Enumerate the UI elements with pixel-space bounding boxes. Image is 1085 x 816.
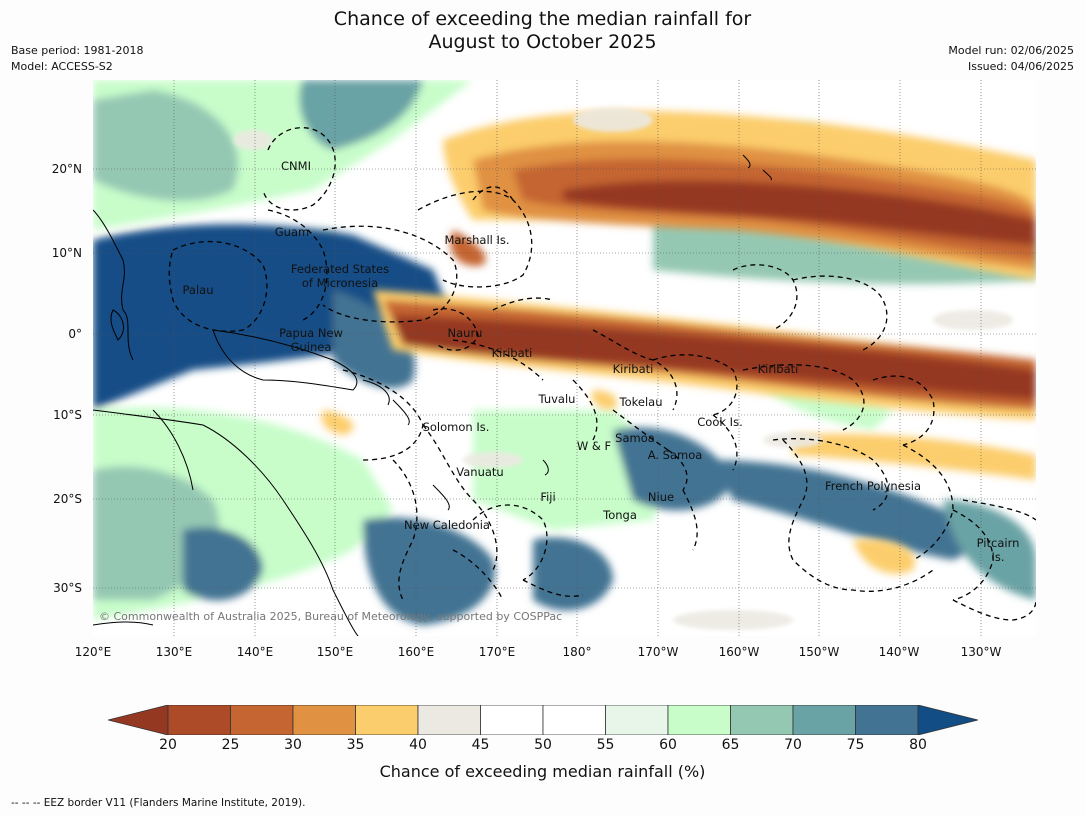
colorbar-segment-75-80	[855, 705, 919, 735]
map-title-line2: August to October 2025	[428, 31, 657, 53]
graticule	[93, 80, 1036, 636]
lat-tick-label: 10°S	[53, 408, 82, 422]
region-label-guam: Guam	[274, 225, 310, 239]
region-label-fsm: Federated States of Micronesia	[290, 262, 390, 290]
map-title-line1: Chance of exceeding the median rainfall …	[333, 8, 752, 30]
lon-tick-label: 130°W	[960, 645, 1002, 659]
colorbar-segment-above-80	[917, 705, 978, 735]
lon-tick-label: 170°E	[478, 645, 516, 659]
colorbar-segment-65-70	[730, 705, 794, 735]
rainfall-map	[93, 80, 1036, 636]
lon-tick-label: 160°W	[718, 645, 760, 659]
colorbar-tick: 55	[596, 737, 615, 753]
neutral-patches	[233, 108, 1013, 630]
model-run: Model run: 02/06/2025	[948, 44, 1074, 57]
colorbar-tick: 65	[721, 737, 740, 753]
colorbar-segment-30-35	[292, 705, 356, 735]
eez-legend-note: -- -- -- EEZ border V11 (Flanders Marine…	[11, 797, 306, 809]
lon-tick-label: 140°E	[236, 645, 274, 659]
colorbar-segment-40-45	[417, 705, 481, 735]
region-label-new-caledonia: New Caledonia	[404, 518, 490, 532]
colorbar-tick: 70	[784, 737, 802, 753]
region-label-cnmi: CNMI	[281, 159, 311, 173]
lon-tick-label: 150°W	[798, 645, 840, 659]
lon-tick-label: 140°W	[878, 645, 920, 659]
colorbar-tick: 40	[409, 737, 427, 753]
region-label-french-polynesia: French Polynesia	[824, 479, 922, 493]
meta-left: Base period: 1981-2018 Model: ACCESS-S2	[11, 43, 143, 75]
colorbar-tick: 30	[284, 737, 302, 753]
lon-tick-label: 150°E	[316, 645, 354, 659]
region-label-fiji: Fiji	[540, 490, 556, 504]
colorbar-tick: 60	[659, 737, 677, 753]
region-label-vanuatu: Vanuatu	[456, 465, 504, 479]
colorbar-tick: 50	[534, 737, 552, 753]
region-label-tonga: Tonga	[603, 508, 637, 522]
lon-tick-label: 180°	[562, 645, 592, 659]
rainfall-map-svg	[93, 80, 1036, 636]
colorbar-segment-35-40	[355, 705, 419, 735]
colorbar-tick: 20	[159, 737, 177, 753]
colorbar-segment-25-30	[230, 705, 294, 735]
colorbar-segment-70-75	[792, 705, 856, 735]
probability-field	[93, 80, 1036, 625]
model-name: Model: ACCESS-S2	[11, 60, 113, 73]
region-label-kiribati-west: Kiribati	[491, 346, 533, 360]
lat-tick-label: 20°N	[51, 162, 82, 176]
map-title: Chance of exceeding the median rainfall …	[0, 8, 1085, 54]
region-label-tokelau: Tokelau	[619, 395, 663, 409]
eez-borders	[168, 127, 1036, 621]
coastlines	[93, 154, 772, 636]
region-label-marshall-is: Marshall Is.	[444, 233, 510, 247]
region-label-tuvalu: Tuvalu	[538, 392, 576, 406]
colorbar-label: Chance of exceeding median rainfall (%)	[379, 762, 706, 781]
colorbar-segment-50-55	[542, 705, 606, 735]
colorbar-segment-20-25	[167, 705, 231, 735]
copyright-notice: © Commonwealth of Australia 2025, Bureau…	[99, 610, 563, 623]
colorbar-tick: 80	[909, 737, 927, 753]
lat-tick-label: 0°	[68, 327, 82, 341]
lat-tick-label: 10°N	[51, 246, 82, 260]
lat-tick-label: 20°S	[53, 492, 82, 506]
base-period: Base period: 1981-2018	[11, 44, 144, 57]
region-label-samoa: Samoa	[615, 431, 655, 445]
colorbar-segment-below-20	[108, 705, 169, 735]
colorbar	[108, 705, 978, 735]
colorbar-tick: 25	[221, 737, 240, 753]
meta-right: Model run: 02/06/2025 Issued: 04/06/2025	[948, 43, 1074, 75]
region-label-solomon-is: Solomon Is.	[422, 420, 490, 434]
region-label-kiribati-east: Kiribati	[757, 362, 799, 376]
colorbar-segment-45-50	[480, 705, 544, 735]
lon-tick-label: 130°E	[155, 645, 193, 659]
region-label-palau: Palau	[182, 283, 214, 297]
region-label-png: Papua New Guinea	[279, 326, 343, 354]
region-label-cook-is: Cook Is.	[697, 415, 743, 429]
region-label-a-samoa: A. Samoa	[647, 448, 703, 462]
region-label-kiribati-central: Kiribati	[612, 362, 654, 376]
colorbar-segment-60-65	[667, 705, 731, 735]
lon-tick-label: 120°E	[74, 645, 112, 659]
region-label-w-and-f: W & F	[576, 439, 612, 453]
colorbar-segment-55-60	[605, 705, 669, 735]
lon-tick-label: 170°W	[637, 645, 679, 659]
region-label-nauru: Nauru	[447, 326, 483, 340]
region-label-niue: Niue	[647, 490, 675, 504]
issued-date: Issued: 04/06/2025	[967, 60, 1074, 73]
lon-tick-label: 160°E	[397, 645, 435, 659]
colorbar-tick: 35	[346, 737, 365, 753]
region-label-pitcairn-is: Pitcairn Is.	[976, 536, 1020, 564]
lat-tick-label: 30°S	[53, 581, 82, 595]
colorbar-tick: 75	[846, 737, 865, 753]
colorbar-tick: 45	[471, 737, 490, 753]
